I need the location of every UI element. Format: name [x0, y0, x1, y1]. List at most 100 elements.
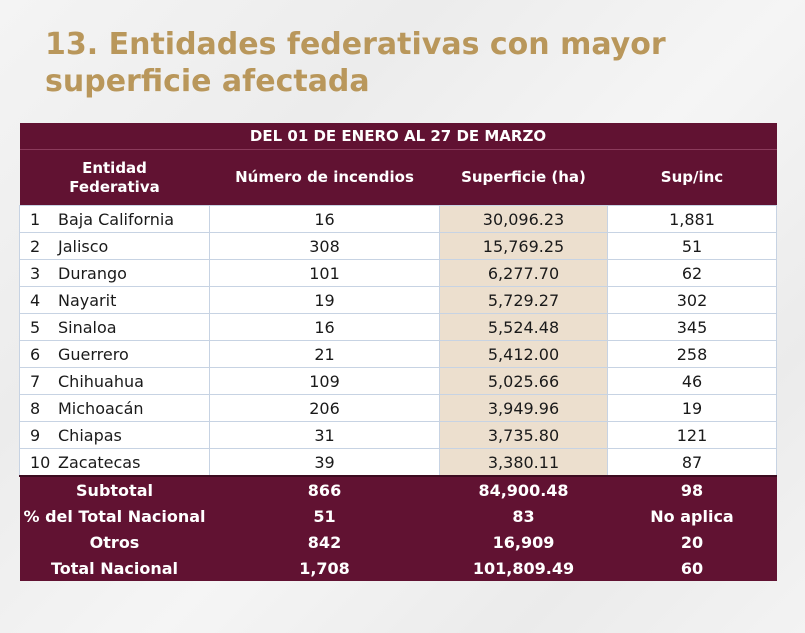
total-incendios: 51 — [209, 503, 440, 529]
header-row: Entidad Federativa Número de incendios S… — [19, 149, 777, 206]
cell-supinc: 1,881 — [607, 205, 777, 233]
cell-superficie: 6,277.70 — [439, 259, 608, 287]
total-row: Total Nacional 1,708 101,809.49 60 — [19, 555, 777, 581]
cell-entidad: 6 Guerrero — [19, 340, 210, 368]
cell-supinc: 46 — [607, 367, 777, 395]
cell-superficie: 5,524.48 — [439, 313, 608, 341]
cell-name: Durango — [58, 263, 127, 283]
cell-entidad: 5 Sinaloa — [19, 313, 210, 341]
cell-name: Zacatecas — [58, 452, 141, 472]
cell-supinc: 302 — [607, 286, 777, 314]
total-superficie: 16,909 — [439, 529, 608, 555]
cell-rank: 7 — [30, 371, 41, 391]
cell-incendios: 16 — [209, 205, 440, 233]
cell-incendios: 101 — [209, 259, 440, 287]
cell-incendios: 39 — [209, 448, 440, 477]
cell-superficie: 3,949.96 — [439, 394, 608, 422]
cell-rank: 6 — [30, 344, 41, 364]
table-row: 9 Chiapas 31 3,735.80 121 — [19, 421, 777, 449]
table-row: 6 Guerrero 21 5,412.00 258 — [19, 340, 777, 368]
cell-incendios: 109 — [209, 367, 440, 395]
cell-incendios: 308 — [209, 232, 440, 260]
table-row: 3 Durango 101 6,277.70 62 — [19, 259, 777, 287]
total-incendios: 842 — [209, 529, 440, 555]
cell-name: Michoacán — [58, 398, 144, 418]
cell-superficie: 3,735.80 — [439, 421, 608, 449]
table-row: 2 Jalisco 308 15,769.25 51 — [19, 232, 777, 260]
table-row: 8 Michoacán 206 3,949.96 19 — [19, 394, 777, 422]
cell-incendios: 16 — [209, 313, 440, 341]
cell-entidad: 1 Baja California — [19, 205, 210, 233]
cell-supinc: 258 — [607, 340, 777, 368]
cell-supinc: 121 — [607, 421, 777, 449]
total-superficie: 84,900.48 — [439, 475, 608, 503]
total-supinc: 60 — [607, 555, 777, 581]
period-row: DEL 01 DE ENERO AL 27 DE MARZO — [19, 123, 777, 150]
cell-entidad: 8 Michoacán — [19, 394, 210, 422]
cell-superficie: 5,729.27 — [439, 286, 608, 314]
cell-name: Guerrero — [58, 344, 129, 364]
cell-name: Baja California — [58, 209, 175, 229]
total-label: Total Nacional — [19, 555, 210, 581]
cell-incendios: 21 — [209, 340, 440, 368]
cell-entidad: 9 Chiapas — [19, 421, 210, 449]
cell-entidad: 10 Zacatecas — [19, 448, 210, 477]
page-title: 13. Entidades federativas con mayor supe… — [45, 27, 666, 99]
cell-supinc: 62 — [607, 259, 777, 287]
cell-superficie: 15,769.25 — [439, 232, 608, 260]
cell-name: Chiapas — [58, 425, 122, 445]
cell-supinc: 19 — [607, 394, 777, 422]
table-row: 1 Baja California 16 30,096.23 1,881 — [19, 205, 777, 233]
total-superficie: 83 — [439, 503, 608, 529]
table-row: 10 Zacatecas 39 3,380.11 87 — [19, 448, 777, 477]
total-superficie: 101,809.49 — [439, 555, 608, 581]
table-row: 7 Chihuahua 109 5,025.66 46 — [19, 367, 777, 395]
cell-superficie: 5,025.66 — [439, 367, 608, 395]
total-incendios: 866 — [209, 475, 440, 503]
period-label: DEL 01 DE ENERO AL 27 DE MARZO — [19, 123, 777, 150]
total-incendios: 1,708 — [209, 555, 440, 581]
total-label: Subtotal — [19, 475, 210, 503]
cell-rank: 2 — [30, 236, 41, 256]
header-incendios: Número de incendios — [209, 149, 440, 206]
header-entidad: Entidad Federativa — [19, 149, 210, 206]
cell-rank: 10 — [30, 452, 51, 472]
cell-incendios: 19 — [209, 286, 440, 314]
header-entidad-line1: Entidad — [82, 158, 147, 177]
fires-table: DEL 01 DE ENERO AL 27 DE MARZO Entidad F… — [19, 123, 777, 581]
total-row: Subtotal 866 84,900.48 98 — [19, 475, 777, 503]
cell-name: Nayarit — [58, 290, 117, 310]
cell-entidad: 7 Chihuahua — [19, 367, 210, 395]
total-row: % del Total Nacional 51 83 No aplica — [19, 503, 777, 529]
table-row: 5 Sinaloa 16 5,524.48 345 — [19, 313, 777, 341]
total-supinc: No aplica — [607, 503, 777, 529]
total-supinc: 98 — [607, 475, 777, 503]
total-label: Otros — [19, 529, 210, 555]
total-label: % del Total Nacional — [19, 503, 210, 529]
cell-rank: 5 — [30, 317, 41, 337]
cell-superficie: 5,412.00 — [439, 340, 608, 368]
cell-name: Sinaloa — [58, 317, 117, 337]
cell-rank: 8 — [30, 398, 41, 418]
cell-rank: 3 — [30, 263, 41, 283]
cell-supinc: 345 — [607, 313, 777, 341]
cell-rank: 1 — [30, 209, 41, 229]
cell-supinc: 51 — [607, 232, 777, 260]
cell-rank: 4 — [30, 290, 41, 310]
total-supinc: 20 — [607, 529, 777, 555]
header-supinc: Sup/inc — [607, 149, 777, 206]
total-row: Otros 842 16,909 20 — [19, 529, 777, 555]
cell-entidad: 3 Durango — [19, 259, 210, 287]
cell-entidad: 4 Nayarit — [19, 286, 210, 314]
cell-incendios: 206 — [209, 394, 440, 422]
cell-incendios: 31 — [209, 421, 440, 449]
header-entidad-line2: Federativa — [69, 177, 160, 196]
cell-supinc: 87 — [607, 448, 777, 477]
cell-superficie: 30,096.23 — [439, 205, 608, 233]
table-row: 4 Nayarit 19 5,729.27 302 — [19, 286, 777, 314]
cell-entidad: 2 Jalisco — [19, 232, 210, 260]
cell-rank: 9 — [30, 425, 41, 445]
cell-name: Chihuahua — [58, 371, 144, 391]
cell-superficie: 3,380.11 — [439, 448, 608, 477]
header-superficie: Superficie (ha) — [439, 149, 608, 206]
